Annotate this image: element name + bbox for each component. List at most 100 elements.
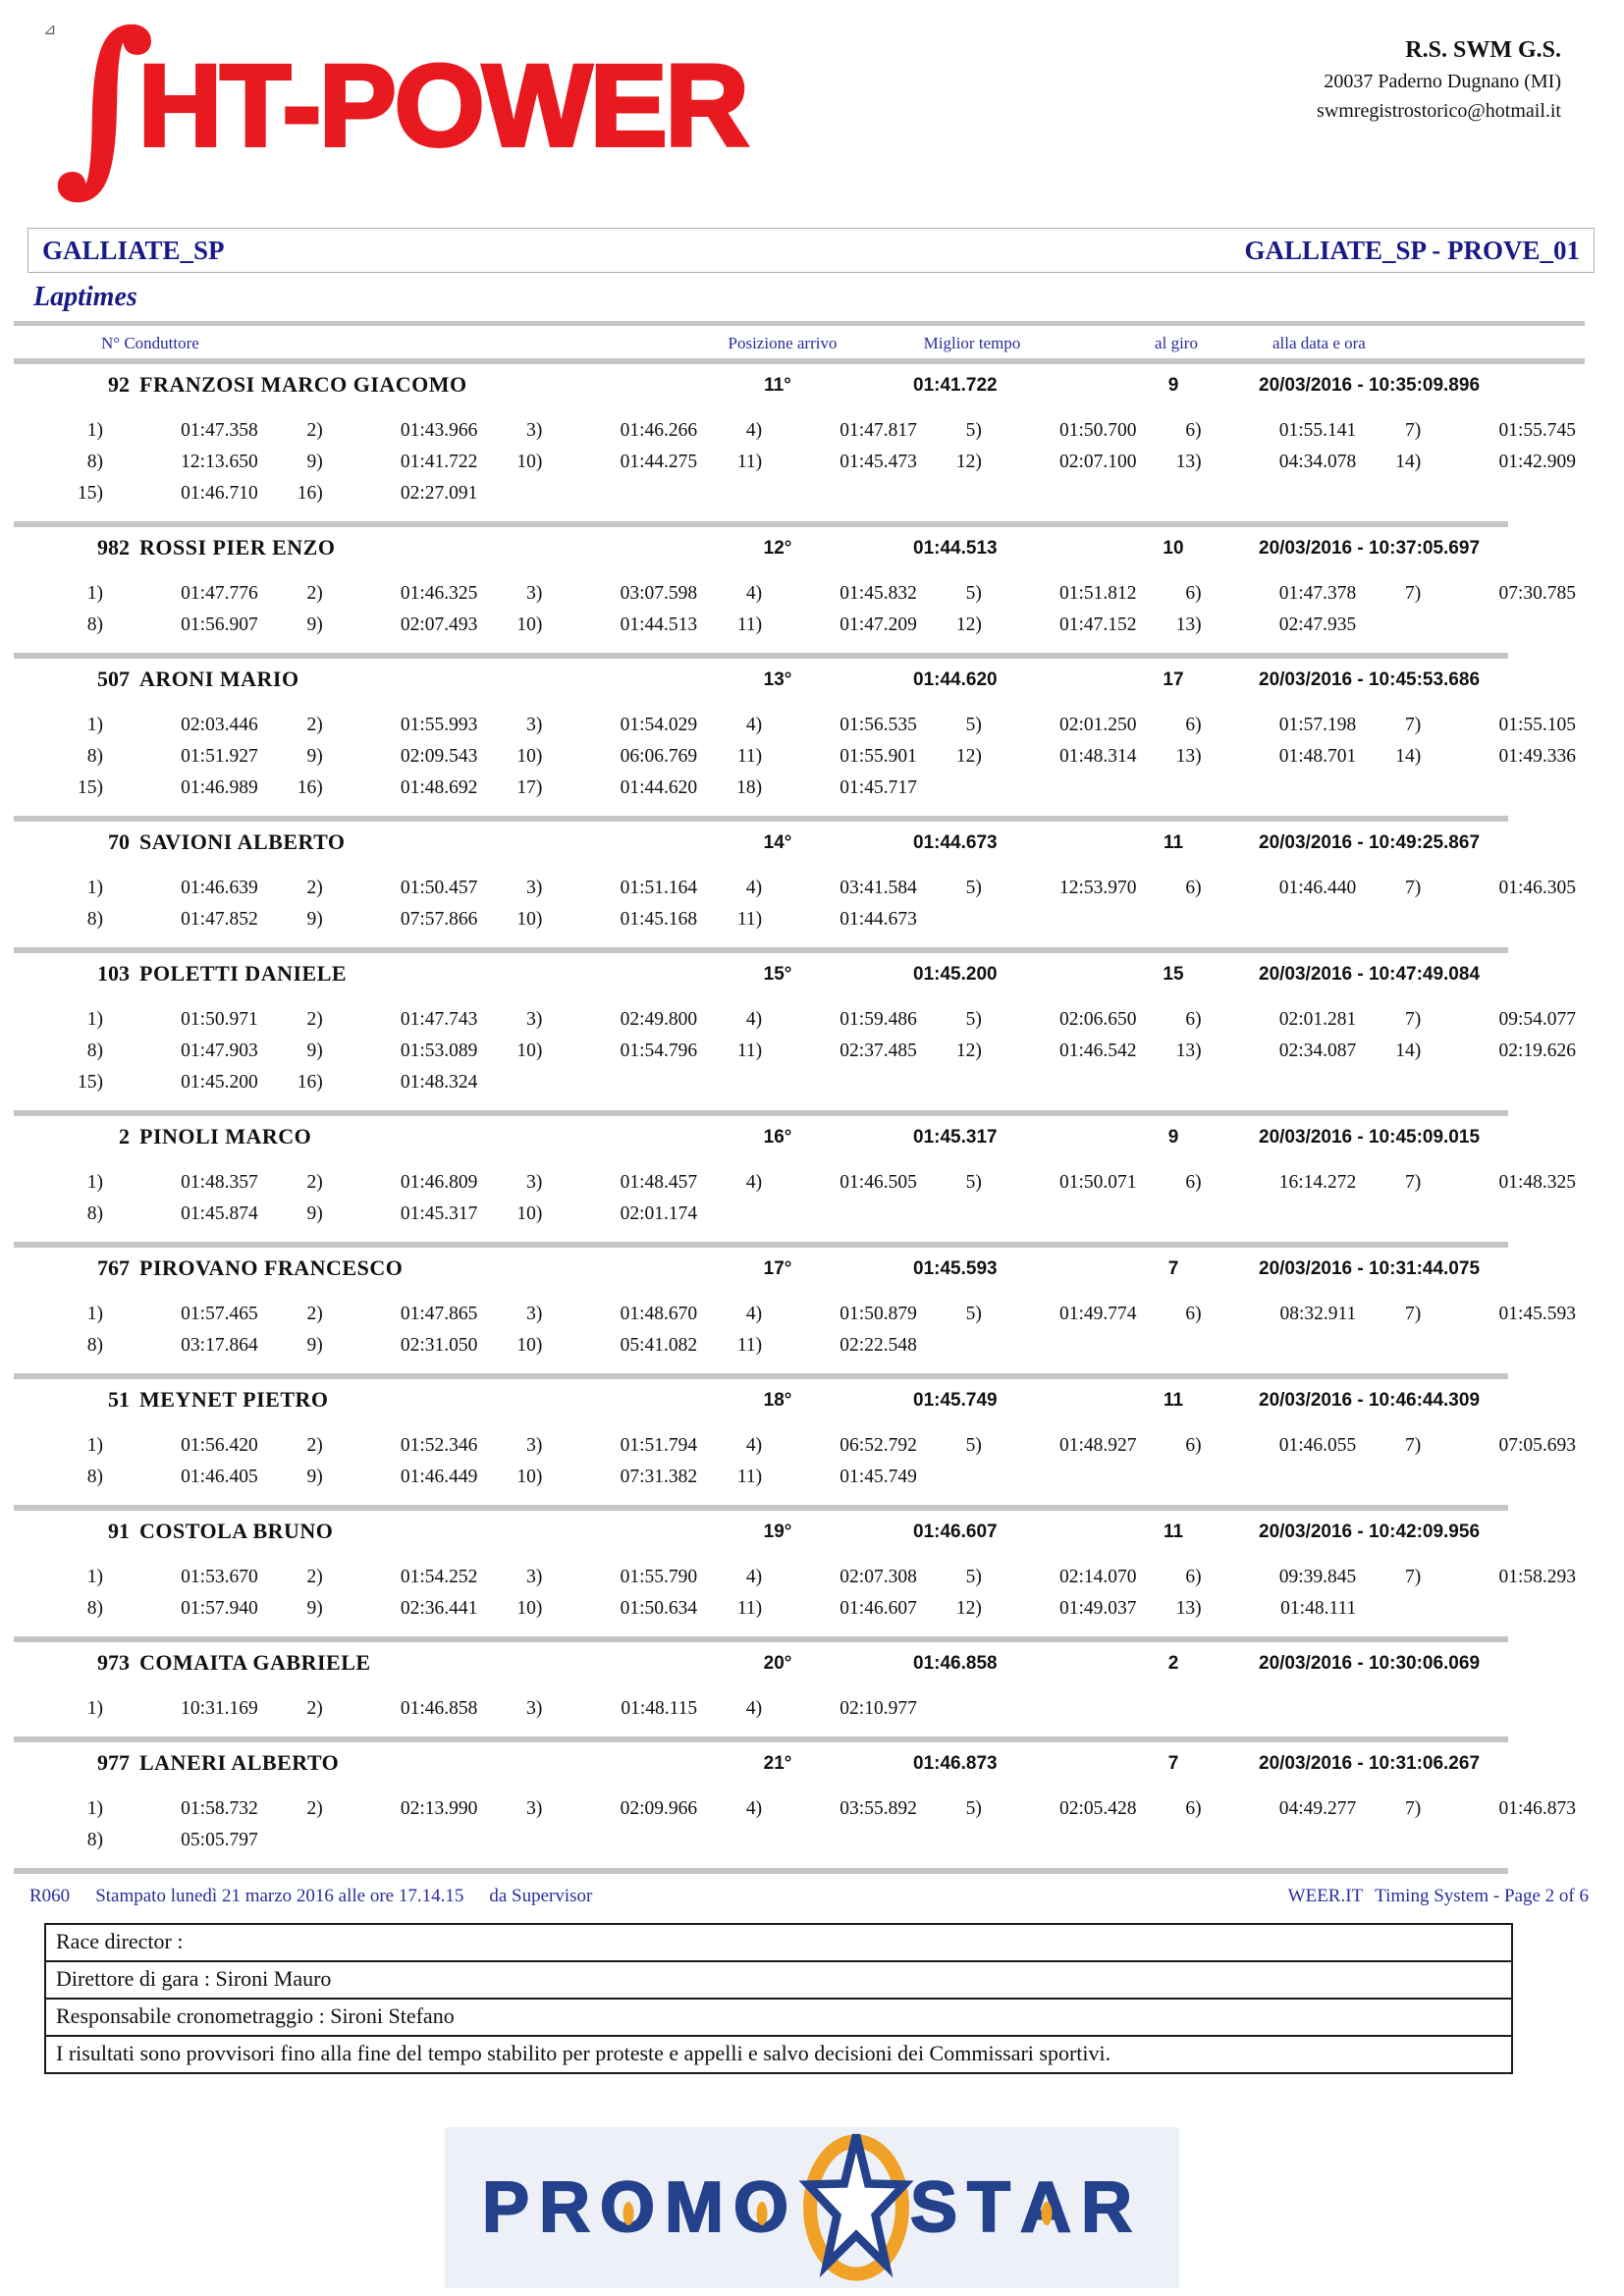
lap-index: 9) — [306, 1203, 323, 1224]
lap-index: 2) — [306, 1435, 323, 1456]
best-lap-number: 11 — [1163, 832, 1184, 853]
lap-cell: 3) 03:07.598 — [493, 578, 713, 610]
lap-index: 13) — [1175, 1598, 1202, 1619]
best-time: 01:44.620 — [913, 669, 998, 690]
lap-time: 01:52.346 — [400, 1435, 478, 1456]
lap-time: 03:17.864 — [181, 1335, 258, 1356]
best-lap-number: 10 — [1163, 538, 1184, 559]
lap-time: 01:58.732 — [181, 1798, 258, 1819]
lap-index: 8) — [86, 614, 103, 635]
lap-time: 01:46.405 — [181, 1467, 258, 1487]
finish-position: 16° — [763, 1127, 792, 1148]
lap-index: 12) — [955, 1041, 982, 1061]
lap-time: 03:55.892 — [839, 1798, 917, 1819]
lap-cell: 8) 05:05.797 — [54, 1825, 274, 1856]
lap-cell: 10) 06:06.769 — [493, 741, 713, 773]
lap-cell: 6) 09:39.845 — [1153, 1562, 1373, 1593]
lap-index: 4) — [745, 715, 763, 735]
lap-cell: 5) 02:05.428 — [933, 1793, 1153, 1825]
lap-time: 01:54.252 — [400, 1567, 478, 1587]
lap-time: 07:05.693 — [1498, 1435, 1576, 1456]
lap-index: 3) — [526, 1798, 543, 1819]
best-lap-number: 17 — [1163, 669, 1184, 690]
best-time: 01:44.513 — [913, 538, 998, 559]
lap-time: 02:07.100 — [1059, 452, 1137, 472]
lap-index: 1) — [86, 1567, 103, 1587]
lap-index: 4) — [745, 583, 763, 604]
lap-time: 01:45.168 — [620, 909, 698, 930]
driver-entry-header: 507 ARONI MARIO 13° 01:44.620 17 20/03/2… — [0, 659, 1624, 696]
divider-bar — [14, 321, 1585, 326]
lap-cell: 2) 01:55.993 — [274, 710, 494, 741]
lap-cell: 13) 01:48.111 — [1153, 1593, 1373, 1625]
lap-cell: 2) 01:52.346 — [274, 1430, 494, 1462]
lap-cell: 10) 01:44.513 — [493, 610, 713, 641]
lap-cell: 4) 01:47.817 — [713, 415, 933, 447]
lap-cell: 2) 01:46.809 — [274, 1167, 494, 1199]
lap-cell: 9) 01:41.722 — [274, 447, 494, 478]
lap-time: 01:47.817 — [839, 420, 917, 441]
lap-time: 01:47.378 — [1278, 583, 1357, 604]
lap-cell: 1) 02:03.446 — [54, 710, 274, 741]
lap-index: 5) — [965, 878, 982, 898]
lap-cell: 10) 02:01.174 — [493, 1199, 713, 1230]
lap-cell: 8) 01:45.874 — [54, 1199, 274, 1230]
lap-time: 01:48.927 — [1059, 1435, 1137, 1456]
lap-time: 01:48.325 — [1498, 1172, 1576, 1193]
lap-time: 01:48.357 — [181, 1172, 258, 1193]
lap-cell: 3) 02:49.800 — [493, 1004, 713, 1036]
lap-cell: 11) 02:37.485 — [713, 1036, 933, 1067]
driver-name: ROSSI PIER ENZO — [139, 535, 336, 560]
logo-text: HT-POWER — [136, 39, 751, 173]
lap-cell: 4) 02:10.977 — [713, 1693, 933, 1725]
lap-time: 06:52.792 — [839, 1435, 917, 1456]
best-time: 01:45.593 — [913, 1258, 998, 1279]
lap-index: 3) — [526, 583, 543, 604]
lap-cell: 4) 02:07.308 — [713, 1562, 933, 1593]
lap-index: 8) — [86, 1335, 103, 1356]
lap-time: 02:07.308 — [839, 1567, 917, 1587]
lap-time: 01:51.927 — [181, 746, 258, 767]
lap-index: 10) — [516, 452, 543, 472]
driver-number: 51 — [108, 1387, 130, 1412]
lap-time: 12:53.970 — [1059, 878, 1137, 898]
lap-cell: 3) 01:55.790 — [493, 1562, 713, 1593]
official-row: I risultati sono provvisori fino alla fi… — [46, 2035, 1511, 2072]
lap-time: 01:46.710 — [181, 483, 258, 504]
lap-index: 1) — [86, 583, 103, 604]
lap-index: 2) — [306, 715, 323, 735]
lap-index: 8) — [86, 1598, 103, 1619]
lap-time: 01:47.776 — [181, 583, 258, 604]
lap-index: 1) — [86, 1009, 103, 1030]
driver-name: FRANZOSI MARCO GIACOMO — [139, 372, 467, 397]
lap-index: 11) — [736, 1041, 763, 1061]
lap-cell: 7) 01:46.305 — [1372, 873, 1592, 904]
lap-cell: 2) 01:43.966 — [274, 415, 494, 447]
print-info-right: WEER.IT Timing System - Page 2 of 6 — [1288, 1886, 1589, 1907]
lap-times-grid: 1) 01:56.420 2) 01:52.346 3) 01:51.794 4) 06:52… — [54, 1430, 1592, 1493]
lap-index: 6) — [1185, 878, 1202, 898]
lap-cell: 4) 03:55.892 — [713, 1793, 933, 1825]
column-header-at-lap: al giro — [1155, 334, 1198, 352]
lap-cell: 4) 03:41.584 — [713, 873, 933, 904]
lap-time: 09:54.077 — [1498, 1009, 1576, 1030]
lap-time: 01:50.634 — [620, 1598, 698, 1619]
lap-time: 01:53.670 — [181, 1567, 258, 1587]
sponsor-letter: S — [909, 2167, 968, 2248]
best-time-datetime: 20/03/2016 - 10:46:44.309 — [1259, 1390, 1481, 1411]
best-time-datetime: 20/03/2016 - 10:45:09.015 — [1259, 1127, 1481, 1148]
printed-by: da Supervisor — [489, 1886, 593, 1906]
driver-entry-header: 977 LANERI ALBERTO 21° 01:46.873 7 20/03… — [0, 1742, 1624, 1780]
lap-cell: 6) 04:49.277 — [1153, 1793, 1373, 1825]
lap-index: 3) — [526, 1172, 543, 1193]
lap-cell: 13) 04:34.078 — [1153, 447, 1373, 478]
lap-time: 01:46.505 — [839, 1172, 917, 1193]
separator-bar — [14, 947, 1508, 953]
driver-entry: 973 COMAITA GABRIELE 20° 01:46.858 2 20/… — [0, 1642, 1624, 1742]
lap-cell: 12) 01:46.542 — [933, 1036, 1153, 1067]
lap-index: 2) — [306, 878, 323, 898]
lap-time: 02:37.485 — [839, 1041, 917, 1061]
lap-time: 01:50.071 — [1059, 1172, 1137, 1193]
divider-bar — [14, 358, 1585, 364]
best-lap-number: 9 — [1167, 375, 1179, 396]
